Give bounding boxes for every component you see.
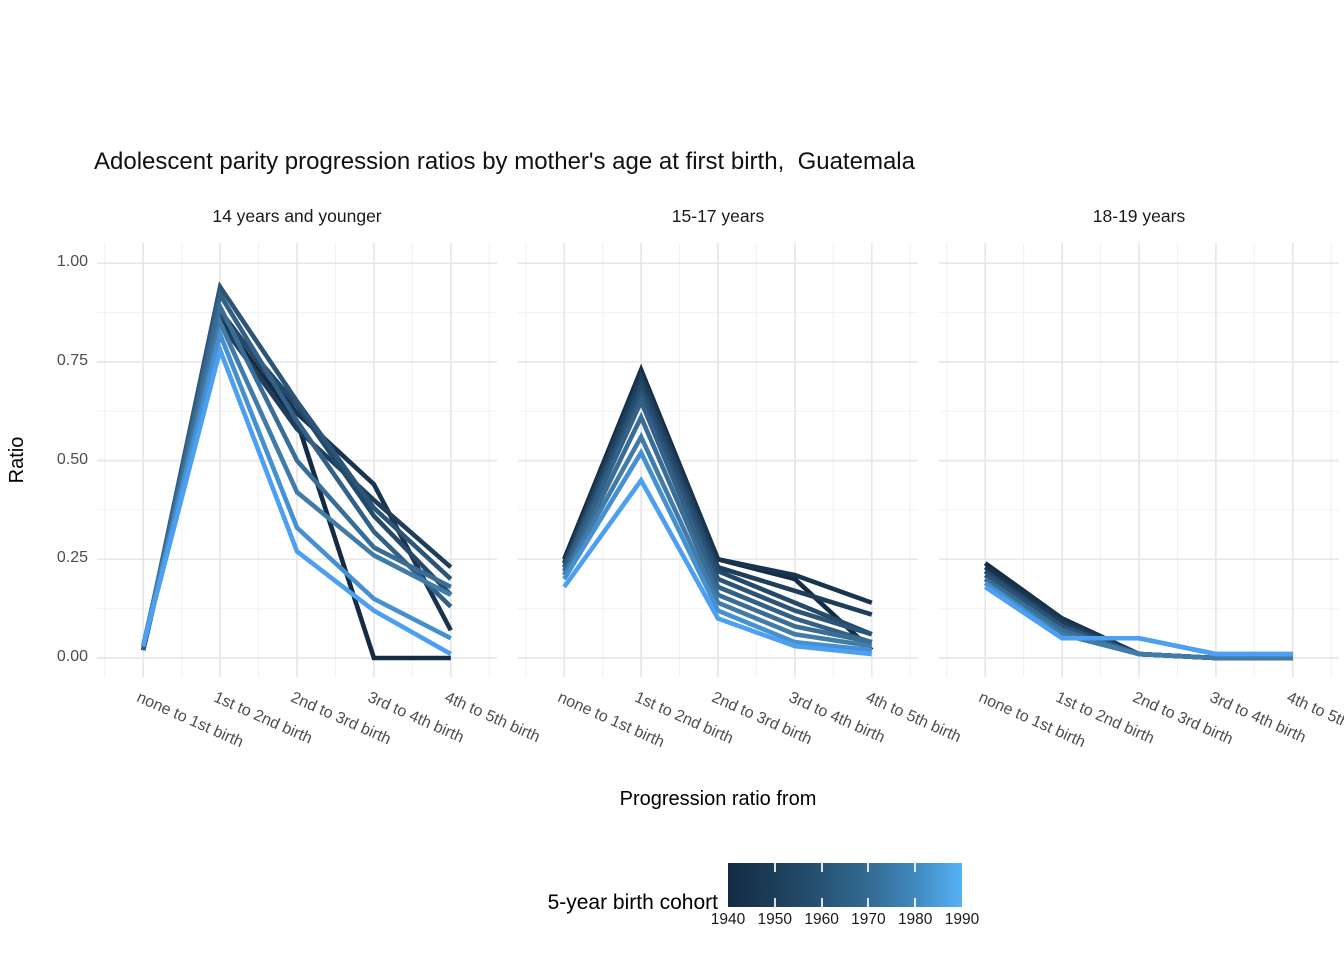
series-line-1985 xyxy=(562,476,873,657)
colorbar-tick xyxy=(820,863,823,872)
facet-strip-label: 14 years and younger xyxy=(212,206,382,226)
colorbar-tick xyxy=(820,898,823,907)
colorbar-tick xyxy=(914,863,917,872)
legend-colorbar xyxy=(728,863,962,907)
series-line-1965 xyxy=(562,395,873,645)
legend-tick-label: 1990 xyxy=(944,911,980,928)
legend-tick-label: 1960 xyxy=(804,911,839,928)
facet-panel xyxy=(97,243,497,677)
facet-strip-label: 15-17 years xyxy=(671,206,765,226)
y-tick-label: 0.25 xyxy=(56,549,88,567)
colorbar-tick xyxy=(867,898,870,907)
series-line-1980 xyxy=(562,447,873,653)
colorbar-tick xyxy=(914,898,917,907)
facet-panel xyxy=(939,243,1339,677)
colorbar-tick xyxy=(773,898,776,907)
legend-tick-label: 1980 xyxy=(897,911,933,928)
legend-tick-label: 1950 xyxy=(757,911,793,928)
y-tick-label: 0.50 xyxy=(56,450,88,468)
series-line-1985 xyxy=(983,585,1293,657)
y-tick-label: 1.00 xyxy=(56,253,88,271)
series-line-1960 xyxy=(562,387,873,637)
colorbar-tick xyxy=(867,863,870,872)
series-line-1985 xyxy=(140,342,452,657)
colorbar-tick xyxy=(773,863,776,872)
series-line-1975 xyxy=(562,431,873,649)
chart-title: Adolescent parity progression ratios by … xyxy=(94,148,915,175)
series-line-1980 xyxy=(140,326,452,647)
y-tick-label: 0.75 xyxy=(56,351,88,369)
facet-strip-label: 18-19 years xyxy=(1092,206,1186,226)
x-axis-title: Progression ratio from xyxy=(619,788,817,810)
series-line-1970 xyxy=(140,299,452,647)
facet-panel xyxy=(518,243,918,677)
legend-title: 5-year birth cohort xyxy=(547,891,718,914)
legend-tick-label: 1970 xyxy=(851,911,886,928)
y-tick-label: 0.00 xyxy=(56,648,88,665)
legend-tick-label: 1940 xyxy=(710,911,746,928)
series-line-1970 xyxy=(562,411,873,645)
